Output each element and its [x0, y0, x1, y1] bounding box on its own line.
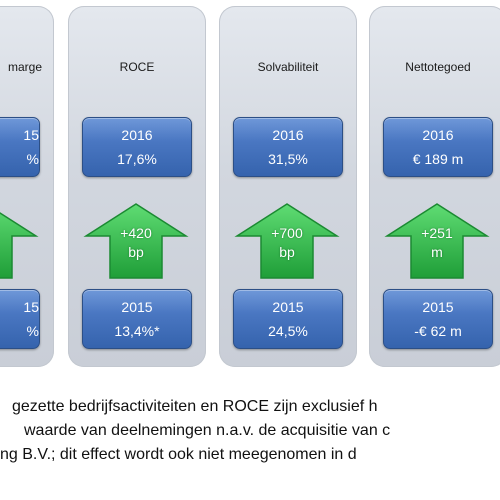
- value-label: € 189 m: [412, 151, 464, 167]
- change-amount: +700: [271, 225, 303, 241]
- panel-roce: ROCE 2016 17,6% +420 bp 2015 13,4%*: [68, 6, 206, 367]
- change-label: +251 m: [383, 224, 491, 262]
- value-label: %: [26, 151, 39, 167]
- year-label: 2015: [422, 299, 454, 315]
- value-box-2016: 2016 € 189 m: [383, 117, 493, 177]
- year-label: 2016: [422, 127, 454, 143]
- panel-title: marge: [7, 60, 42, 74]
- up-arrow-icon: [0, 212, 39, 279]
- value-box-2016: 15 %: [0, 117, 40, 177]
- change-unit: bp: [128, 244, 144, 260]
- value-box-2015: 2015 -€ 62 m: [383, 289, 493, 349]
- change-label: +700 bp: [233, 224, 341, 262]
- change-amount: +420: [120, 225, 152, 241]
- value-label: 24,5%: [268, 323, 308, 339]
- change-amount: +251: [421, 225, 453, 241]
- value-box-2015: 2015 13,4%*: [82, 289, 192, 349]
- change-unit: bp: [279, 244, 295, 260]
- up-arrow-icon: [83, 203, 189, 279]
- year-label: 15: [23, 127, 39, 143]
- value-box-2015: 15 %: [0, 289, 40, 349]
- footnote-line-2: waarde van deelnemingen n.a.v. de acquis…: [24, 422, 391, 439]
- year-label: 2015: [272, 299, 304, 315]
- panel-net-cash: Nettotegoed 2016 € 189 m +251 m 2015 -€ …: [369, 6, 500, 367]
- year-label: 2016: [272, 127, 304, 143]
- value-label: 17,6%: [117, 151, 157, 167]
- up-arrow-icon: [384, 203, 490, 279]
- value-box-2015: 2015 24,5%: [233, 289, 343, 349]
- change-label: +420 bp: [82, 224, 190, 262]
- panel-title: Solvabiliteit: [257, 60, 319, 74]
- year-label: 2016: [121, 127, 153, 143]
- footnote-line-1: gezette bedrijfsactiviteiten en ROCE zij…: [12, 398, 378, 415]
- panel-operating-margin: marge 15 % 15 %: [0, 6, 54, 367]
- value-box-2016: 2016 17,6%: [82, 117, 192, 177]
- value-label: -€ 62 m: [414, 323, 462, 339]
- year-label: 15: [23, 299, 39, 315]
- change-unit: m: [431, 244, 443, 260]
- year-label: 2015: [121, 299, 153, 315]
- value-label: 31,5%: [268, 151, 308, 167]
- value-label: %: [26, 323, 39, 339]
- footnote-line-3: ng B.V.; dit effect wordt ook niet meege…: [0, 446, 357, 463]
- panel-solvency: Solvabiliteit 2016 31,5% +700 bp 2015 24…: [219, 6, 357, 367]
- panel-title: ROCE: [119, 60, 155, 74]
- value-box-2016: 2016 31,5%: [233, 117, 343, 177]
- up-arrow-icon: [234, 203, 340, 279]
- value-label: 13,4%*: [114, 323, 160, 339]
- panel-title: Nettotegoed: [405, 60, 471, 74]
